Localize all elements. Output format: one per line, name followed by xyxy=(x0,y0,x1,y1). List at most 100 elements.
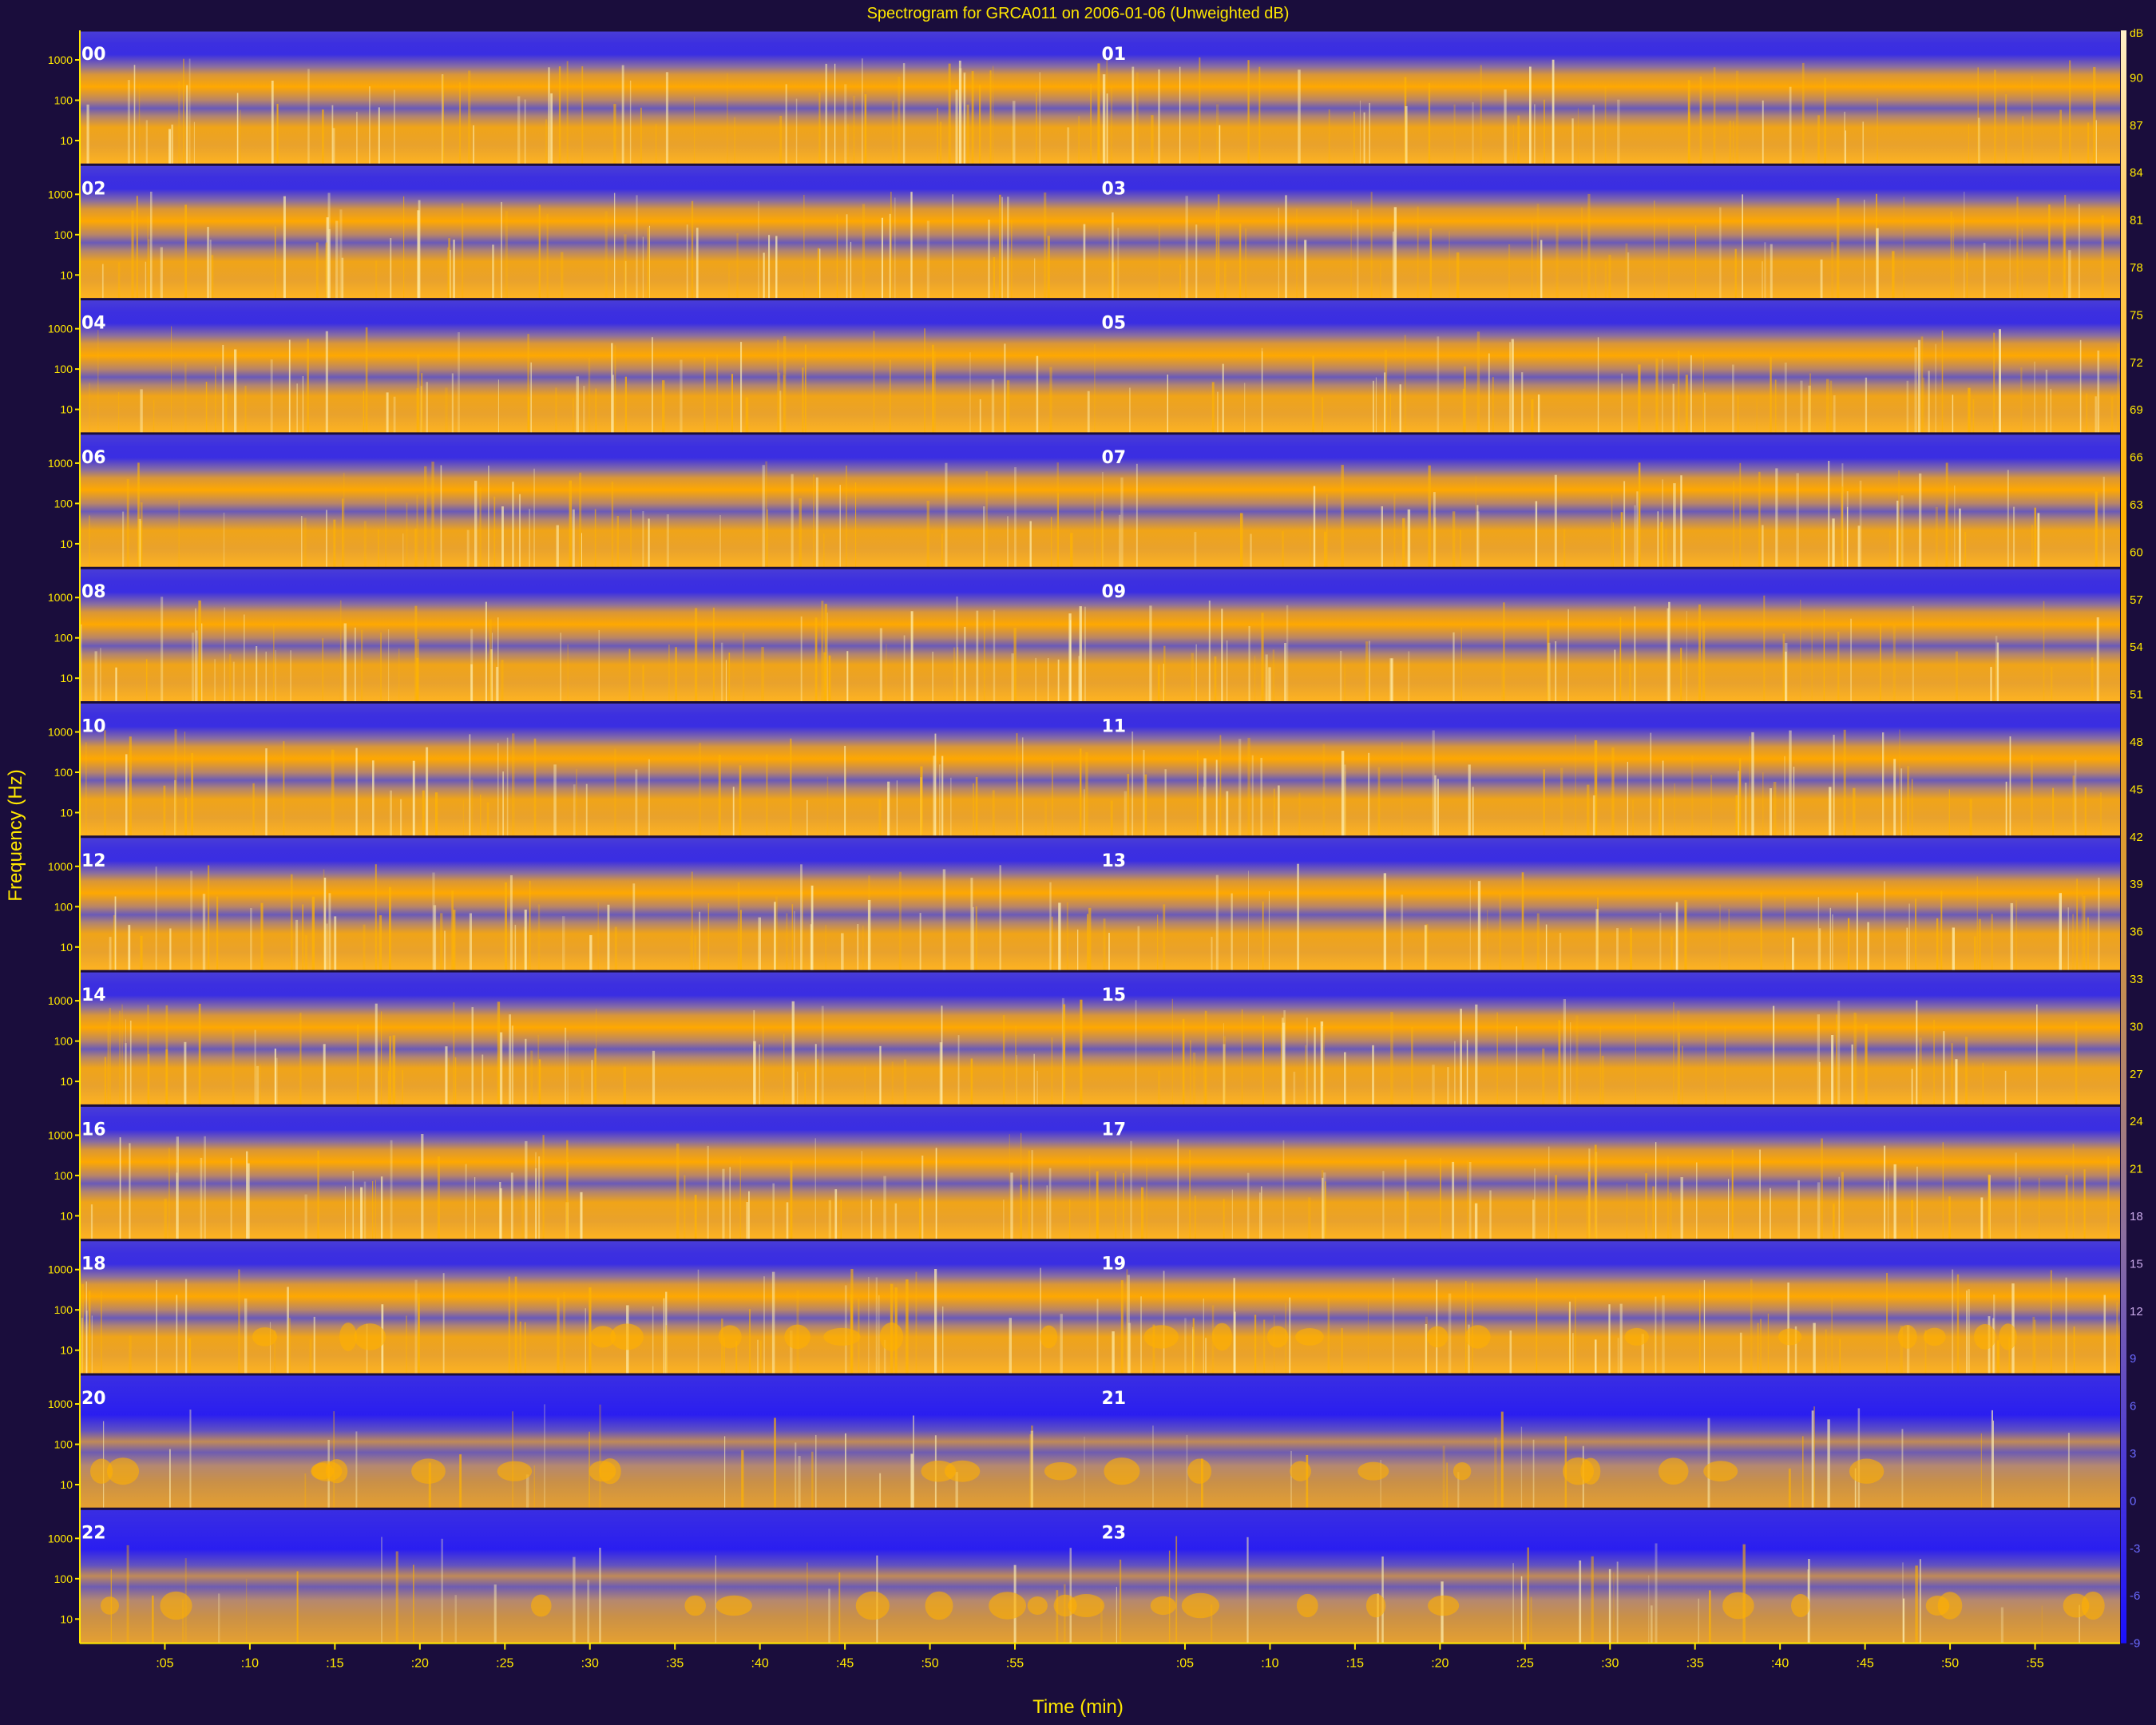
spectrogram-streak xyxy=(527,396,530,434)
spectrogram-streak xyxy=(826,613,828,703)
y-tick-label: 1000 xyxy=(48,1398,73,1410)
spectrogram-streak xyxy=(176,1136,179,1240)
spectrogram-streak xyxy=(821,601,824,703)
spectrogram-streak xyxy=(864,93,867,165)
spectrogram-streak xyxy=(1893,1164,1896,1240)
spectrogram-streak xyxy=(1108,227,1110,299)
spectrogram-streak xyxy=(1203,758,1207,837)
spectrogram-streak xyxy=(828,1588,830,1644)
spectrogram-streak xyxy=(933,351,936,434)
spectrogram-streak xyxy=(1146,1157,1147,1240)
spectrogram-streak xyxy=(1175,1536,1178,1644)
spectrogram-streak xyxy=(825,63,827,165)
spectrogram-streak xyxy=(118,391,120,434)
spectrogram-streak xyxy=(1322,744,1326,837)
spectrogram-streak xyxy=(614,926,617,972)
spectrogram-streak xyxy=(597,902,599,972)
spectrogram-streak xyxy=(728,652,731,703)
spectrogram-streak xyxy=(1942,1142,1944,1240)
spectrogram-streak xyxy=(1084,789,1085,837)
spectrogram-streak xyxy=(999,194,1001,299)
spectrogram-streak xyxy=(1703,1279,1706,1374)
spectrogram-streak xyxy=(599,1548,601,1644)
spectrogram-streak xyxy=(381,1011,382,1106)
spectrogram-streak xyxy=(1246,1537,1249,1644)
spectrogram-streak xyxy=(333,519,336,569)
spectrogram-streak xyxy=(1728,909,1730,972)
spectrogram-streak xyxy=(414,1279,418,1374)
spectrogram-streak xyxy=(1057,659,1060,703)
spectrogram-streak xyxy=(1734,248,1737,299)
spectrogram-streak xyxy=(1801,62,1805,165)
spectrogram-streak xyxy=(1278,208,1279,299)
spectrogram-streak xyxy=(193,121,195,165)
spectrogram-streak xyxy=(655,124,657,165)
spectrogram-streak xyxy=(1457,1472,1460,1509)
spectrogram-streak xyxy=(939,1042,943,1106)
spectrogram-streak xyxy=(1702,621,1706,703)
spectrogram-streak xyxy=(512,482,514,569)
spectrogram-streak xyxy=(174,729,177,837)
spectrogram-streak xyxy=(433,905,437,972)
spectrogram-streak xyxy=(993,609,996,703)
spectrogram-streak xyxy=(372,760,375,837)
spectrogram-streak xyxy=(1595,262,1597,299)
spectrogram-streak xyxy=(1983,243,1986,299)
spectrogram-streak xyxy=(707,1145,709,1240)
spectrogram-streak xyxy=(728,262,730,299)
spectrogram-streak xyxy=(966,105,969,165)
spectrogram-streak xyxy=(1678,1032,1680,1106)
spectrogram-streak xyxy=(537,904,541,972)
spectrogram-streak xyxy=(1425,925,1428,972)
spectrogram-streak xyxy=(1867,922,1869,972)
spectrogram-streak xyxy=(1094,343,1096,434)
spectrogram-streak xyxy=(514,1276,517,1374)
spectrogram-streak xyxy=(414,605,418,703)
spectrogram-streak xyxy=(581,66,584,165)
spectrogram-streak xyxy=(1691,755,1694,837)
spectrogram-streak xyxy=(675,647,677,703)
spectrogram-streak xyxy=(137,462,140,569)
spectrogram-streak xyxy=(1392,1278,1395,1374)
spectrogram-streak xyxy=(1945,462,1948,569)
spectrogram-streak xyxy=(1595,909,1599,972)
spectrogram-blotch xyxy=(1999,1323,2017,1350)
spectrogram-streak xyxy=(1163,645,1166,703)
spectrogram-streak xyxy=(1670,1192,1672,1240)
spectrogram-streak xyxy=(875,1277,878,1374)
spectrogram-streak xyxy=(198,600,201,703)
spectrogram-streak xyxy=(815,477,818,569)
spectrogram-streak xyxy=(1195,224,1198,299)
spectrogram-streak xyxy=(1282,1022,1286,1106)
spectrogram-streak xyxy=(470,629,474,703)
x-tick-label: :05 xyxy=(1176,1657,1194,1671)
spectrogram-streak xyxy=(1542,1048,1545,1106)
spectrogram-streak xyxy=(322,109,324,165)
spectrogram-streak xyxy=(964,626,966,703)
spectrogram-row: 06 07 xyxy=(80,432,2120,569)
spectrogram-streak xyxy=(2067,907,2069,972)
spectrogram-streak xyxy=(269,1322,271,1374)
spectrogram-streak xyxy=(975,906,977,972)
spectrogram-streak xyxy=(1079,606,1082,703)
spectrogram-streak xyxy=(360,1187,363,1240)
spectrogram-streak xyxy=(1140,1296,1142,1374)
spectrogram-streak xyxy=(1123,1172,1124,1240)
spectrogram-streak xyxy=(2004,1070,2007,1106)
spectrogram-streak xyxy=(1262,1015,1264,1106)
spectrogram-streak xyxy=(790,1160,793,1240)
spectrogram-streak xyxy=(1440,1158,1441,1240)
spectrogram-streak xyxy=(1719,207,1722,299)
spectrogram-band xyxy=(80,299,2120,434)
spectrogram-streak xyxy=(1732,364,1734,434)
spectrogram-streak xyxy=(1215,759,1218,837)
spectrogram-streak xyxy=(1117,228,1120,299)
spectrogram-streak xyxy=(198,1003,201,1106)
spectrogram-streak xyxy=(1247,737,1250,837)
spectrogram-streak xyxy=(1102,471,1104,569)
spectrogram-streak xyxy=(178,500,180,569)
spectrogram-streak xyxy=(810,885,814,972)
spectrogram-blotch xyxy=(252,1327,278,1346)
spectrogram-streak xyxy=(814,1044,817,1106)
spectrogram-streak xyxy=(1996,642,1999,703)
